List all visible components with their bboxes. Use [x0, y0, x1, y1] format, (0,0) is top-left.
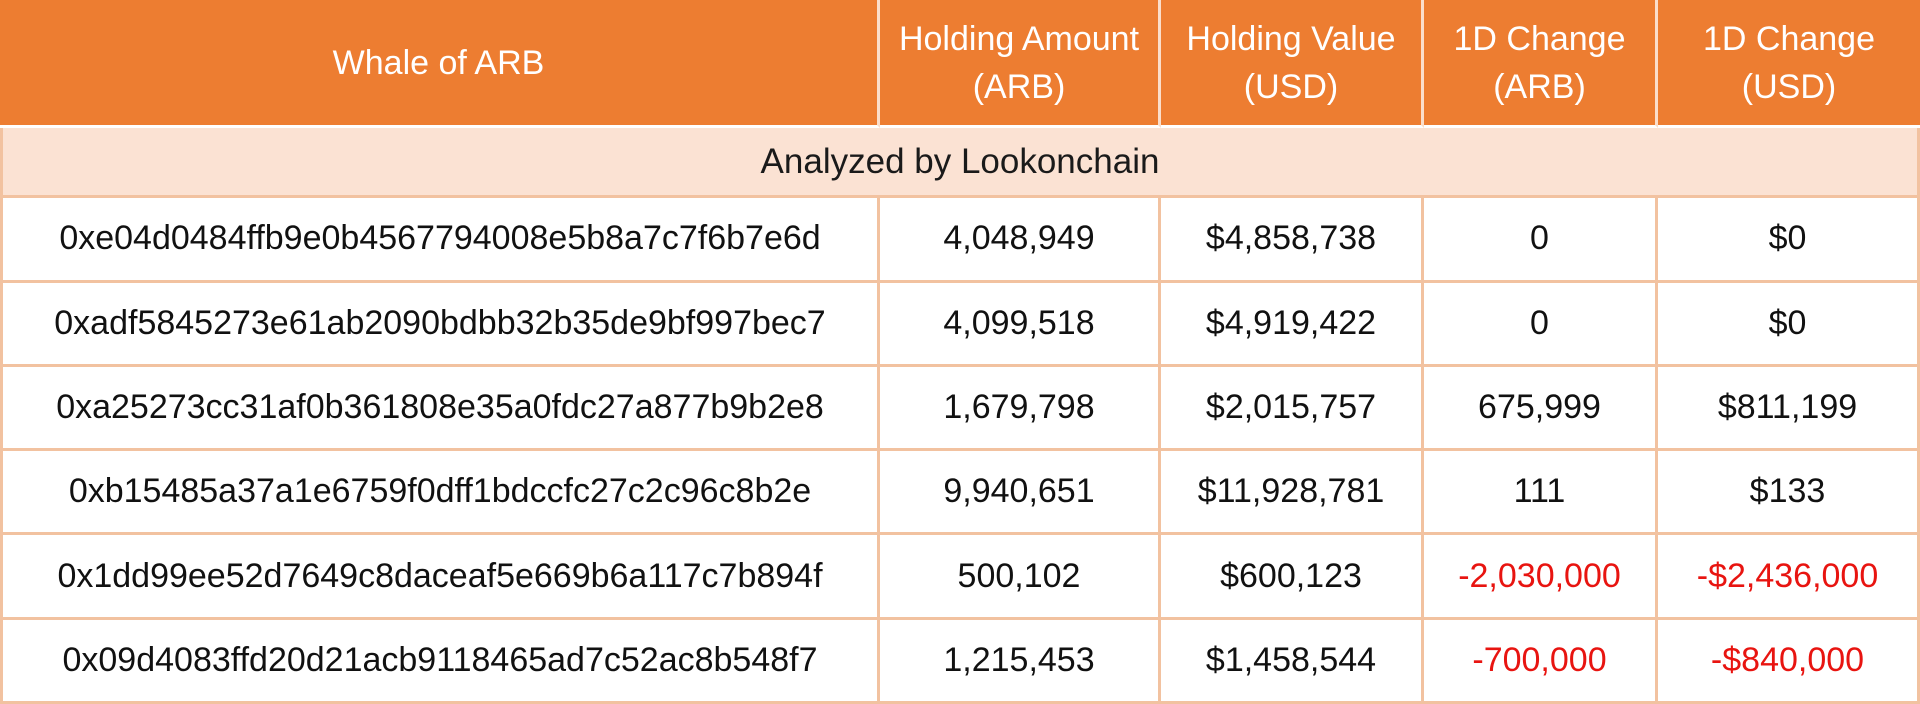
wallet-address-cell: 0xa25273cc31af0b361808e35a0fdc27a877b9b2…: [0, 366, 880, 452]
col-header-unit: (ARB): [972, 67, 1066, 106]
col-header-title: Holding Amount: [898, 19, 1140, 58]
col-header-unit: (USD): [1243, 67, 1339, 106]
change-arb-cell: 0: [1424, 198, 1658, 283]
holding-value-cell: $2,015,757: [1161, 366, 1424, 452]
col-header-whale: Whale of ARB: [0, 0, 880, 128]
table-row: 0xb15485a37a1e6759f0dff1bdccfc27c2c96c8b…: [0, 451, 1920, 536]
banner-row: Analyzed by Lookonchain: [0, 128, 1920, 199]
col-header-title: Whale of ARB: [332, 43, 545, 82]
change-arb-cell: -2,030,000: [1424, 535, 1658, 620]
col-header-title: 1D Change: [1453, 19, 1626, 58]
col-header-title: 1D Change: [1702, 19, 1875, 58]
col-header-1d-change-usd: 1D Change (USD): [1658, 0, 1920, 128]
change-arb-cell: 0: [1424, 282, 1658, 367]
table-row: 0x1dd99ee52d7649c8daceaf5e669b6a117c7b89…: [0, 535, 1920, 620]
table-row: 0xa25273cc31af0b361808e35a0fdc27a877b9b2…: [0, 366, 1920, 452]
col-header-holding-amount: Holding Amount (ARB): [880, 0, 1161, 128]
col-header-1d-change-arb: 1D Change (ARB): [1424, 0, 1658, 128]
change-usd-cell: -$2,436,000: [1658, 535, 1920, 620]
holding-value-cell: $4,858,738: [1161, 198, 1424, 283]
holding-amount-cell: 1,679,798: [880, 366, 1161, 452]
table-row: 0xadf5845273e61ab2090bdbb32b35de9bf997be…: [0, 282, 1920, 367]
change-arb-cell: 675,999: [1424, 366, 1658, 452]
col-header-unit: (ARB): [1493, 67, 1586, 106]
table-row: 0x09d4083ffd20d21acb9118465ad7c52ac8b548…: [0, 619, 1920, 704]
change-usd-cell: $811,199: [1658, 366, 1920, 452]
table-row: 0xe04d0484ffb9e0b4567794008e5b8a7c7f6b7e…: [0, 198, 1920, 283]
wallet-address-cell: 0xe04d0484ffb9e0b4567794008e5b8a7c7f6b7e…: [0, 198, 880, 283]
wallet-address-cell: 0x1dd99ee52d7649c8daceaf5e669b6a117c7b89…: [0, 535, 880, 620]
holding-value-cell: $11,928,781: [1161, 451, 1424, 536]
wallet-address-cell: 0xadf5845273e61ab2090bdbb32b35de9bf997be…: [0, 282, 880, 367]
holding-amount-cell: 9,940,651: [880, 451, 1161, 536]
holding-amount-cell: 1,215,453: [880, 619, 1161, 704]
col-header-holding-value: Holding Value (USD): [1161, 0, 1424, 128]
change-usd-cell: $0: [1658, 282, 1920, 367]
col-header-title: Holding Value: [1186, 19, 1396, 58]
change-usd-cell: -$840,000: [1658, 619, 1920, 704]
change-arb-cell: 111: [1424, 451, 1658, 536]
header-row: Whale of ARB Holding Amount (ARB) Holdin…: [0, 0, 1920, 128]
change-arb-cell: -700,000: [1424, 619, 1658, 704]
holding-amount-cell: 4,048,949: [880, 198, 1161, 283]
holding-amount-cell: 4,099,518: [880, 282, 1161, 367]
holding-value-cell: $600,123: [1161, 535, 1424, 620]
wallet-address-cell: 0x09d4083ffd20d21acb9118465ad7c52ac8b548…: [0, 619, 880, 704]
holding-value-cell: $1,458,544: [1161, 619, 1424, 704]
change-usd-cell: $133: [1658, 451, 1920, 536]
holding-amount-cell: 500,102: [880, 535, 1161, 620]
change-usd-cell: $0: [1658, 198, 1920, 283]
col-header-unit: (USD): [1741, 67, 1837, 106]
holding-value-cell: $4,919,422: [1161, 282, 1424, 367]
wallet-address-cell: 0xb15485a37a1e6759f0dff1bdccfc27c2c96c8b…: [0, 451, 880, 536]
analyzed-by-banner: Analyzed by Lookonchain: [0, 128, 1920, 199]
